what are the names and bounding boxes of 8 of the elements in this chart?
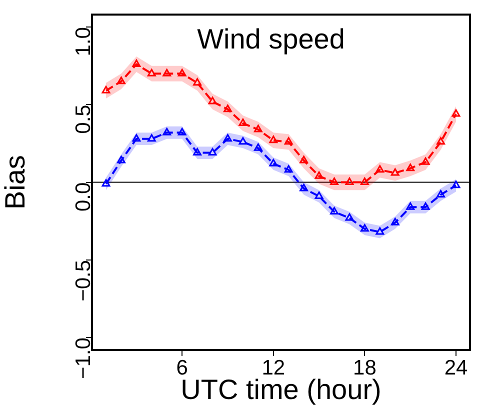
y-axis-title: Bias	[0, 155, 31, 210]
chart-title: Wind speed	[197, 23, 345, 54]
x-tick-label: 24	[444, 356, 468, 380]
y-tick-label: −0.5	[72, 260, 95, 302]
y-tick-label: 0.5	[72, 104, 95, 134]
y-tick-label: −1.0	[72, 338, 95, 380]
y-tick-label: 1.0	[72, 27, 95, 56]
y-tick-label: 0.0	[72, 182, 95, 212]
